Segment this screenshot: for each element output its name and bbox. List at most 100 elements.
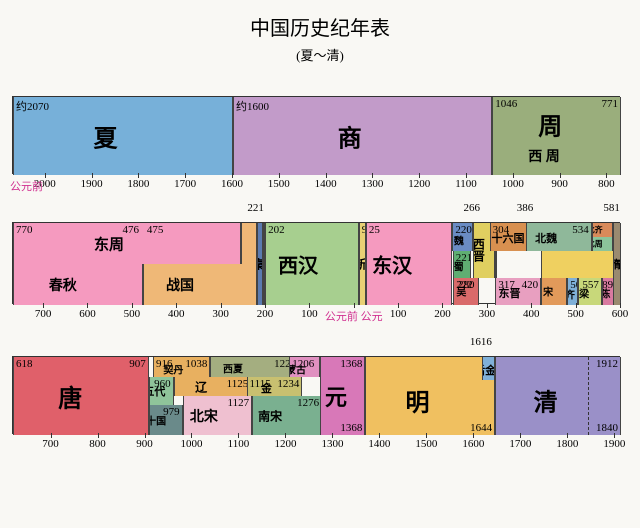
axis-tick: 1400 [368, 438, 390, 450]
dynasty-label: 明 [405, 382, 429, 417]
year-label: 476 [122, 224, 139, 236]
dynasty-block: 西夏1227 [210, 357, 299, 377]
dynasty-block: 商 约1600 [233, 97, 492, 175]
year-label: 1125 [227, 378, 249, 390]
dynasty-label: 秦 [257, 258, 264, 270]
year-label: 979 [163, 406, 180, 418]
timeline-row-3: 唐618907契丹9161038五代960十国979辽1125西夏1227北宋1… [12, 356, 620, 434]
axis-tick: 400 [523, 308, 540, 320]
dynasty-label: 西汉 [278, 250, 318, 279]
dynasty-block [541, 251, 616, 278]
dynasty-label: 商 [338, 119, 362, 154]
axis-tick: 300 [479, 308, 496, 320]
dynasty-block: 隋 [613, 223, 621, 305]
axis-tick: 公元前 公元 [325, 308, 383, 324]
axis-tick: 1000 [180, 438, 202, 450]
axis-tick: 1300 [321, 438, 343, 450]
dynasty-block: 北齐 [592, 223, 613, 237]
axis-tick: 400 [168, 308, 185, 320]
axis-tick: 600 [79, 308, 96, 320]
year-label: 221 [456, 252, 472, 264]
dynasty-sublabel: 西 周 [528, 146, 560, 166]
year-label: 1912 [596, 358, 618, 370]
year-label: 1127 [228, 397, 250, 409]
year-label: 770 [16, 224, 33, 236]
dynasty-block: 东晋317420 [495, 278, 541, 305]
timeline-row-1: 夏约2070商约1600周西 周1046771 [12, 96, 620, 174]
year-label: 317 [498, 279, 515, 291]
year-label: 771 [601, 98, 618, 110]
dynasty-label: 夏 [94, 119, 118, 154]
axis-tick: 1600 [462, 438, 484, 450]
dynasty-label: 北魏 [535, 230, 557, 246]
era-label: 公元前 [10, 178, 43, 194]
year-label: 1276 [297, 397, 319, 409]
dynasty-block: 辽 1125 [174, 377, 252, 397]
dynasty-label: 东周 [94, 233, 124, 254]
axis-2: 700600500400300200100公元前 公元1002003004005… [12, 306, 620, 324]
axis-tick: 500 [124, 308, 141, 320]
axis-tick: 1300 [361, 178, 383, 190]
top-year-mark: 266 [464, 202, 481, 214]
top-year-mark: 581 [603, 202, 620, 214]
dynasty-block: 吴222280 [453, 278, 479, 305]
axis-tick: 800 [598, 178, 615, 190]
year-label: 475 [147, 224, 164, 236]
year-label: 618 [16, 358, 33, 370]
dynasty-block: 明1644 [365, 357, 495, 435]
axis-tick: 1500 [268, 178, 290, 190]
dynasty-block: 东周 770 476 475 [13, 223, 241, 264]
dynasty-block: 战国 [143, 264, 256, 305]
year-label: 1038 [185, 358, 207, 370]
dynasty-block [495, 251, 497, 278]
dynasty-block: 清19121840 [495, 357, 621, 435]
dynasty-block: 新9 [359, 223, 366, 305]
axis-tick: 900 [551, 178, 568, 190]
dynasty-block: 蒙古1206 [289, 357, 320, 377]
dynasty-sublabel: 北齐 [592, 224, 603, 235]
axis-tick: 1900 [603, 438, 625, 450]
top-year-mark: 221 [247, 202, 264, 214]
year-label: 202 [268, 224, 285, 236]
axis-tick: 1700 [174, 178, 196, 190]
top-year-mark: 386 [517, 202, 534, 214]
dynasty-block: 秦 [257, 223, 264, 305]
axis-tick: 200 [257, 308, 274, 320]
axis-tick: 1500 [415, 438, 437, 450]
axis-tick: 1000 [502, 178, 524, 190]
chart-title: 中国历史纪年表 [12, 12, 628, 41]
axis-tick: 1800 [127, 178, 149, 190]
dynasty-label: 元 [325, 380, 347, 412]
dynasty-label: 后金 [482, 362, 495, 378]
year-label: 1206 [292, 358, 314, 370]
year-label: 960 [154, 378, 171, 390]
axis-tick: 800 [89, 438, 106, 450]
axis-1: 2000190018001700160015001400130012001100… [12, 176, 620, 194]
dynasty-label: 辽 [195, 379, 207, 396]
dynasty-block: 唐618907 [13, 357, 149, 435]
year-label: 907 [129, 358, 146, 370]
dashed-divider [588, 357, 589, 435]
axis-tick: 1100 [455, 178, 477, 190]
dynasty-block: 周西 周1046771 [492, 97, 621, 175]
axis-tick: 1600 [221, 178, 243, 190]
dynasty-block: 元13681368 [320, 357, 366, 435]
year-label: 502 [570, 279, 577, 291]
dynasty-label: 东汉 [372, 250, 412, 279]
axis-tick: 1700 [509, 438, 531, 450]
dynasty-block: 魏220 [452, 223, 472, 251]
axis-3: 7008009001000110012001300140015001600170… [12, 436, 620, 454]
dynasty-block: 西汉 202 [265, 223, 359, 305]
dynasty-label: 隋 [613, 259, 621, 270]
year-label: 589 [602, 279, 613, 291]
dynasty-label: 春秋 [49, 275, 77, 295]
axis-tick: 1400 [315, 178, 337, 190]
dynasty-label: 周 [538, 107, 562, 142]
dynasty-block: 东汉25 [366, 223, 453, 305]
dynasty-label: 北宋 [190, 406, 218, 426]
axis-tick: 1900 [81, 178, 103, 190]
year-label: 1115 [250, 378, 271, 390]
year-label: 约1600 [236, 98, 269, 114]
axis-tick: 1800 [556, 438, 578, 450]
dynasty-block: 后金 [482, 357, 495, 380]
